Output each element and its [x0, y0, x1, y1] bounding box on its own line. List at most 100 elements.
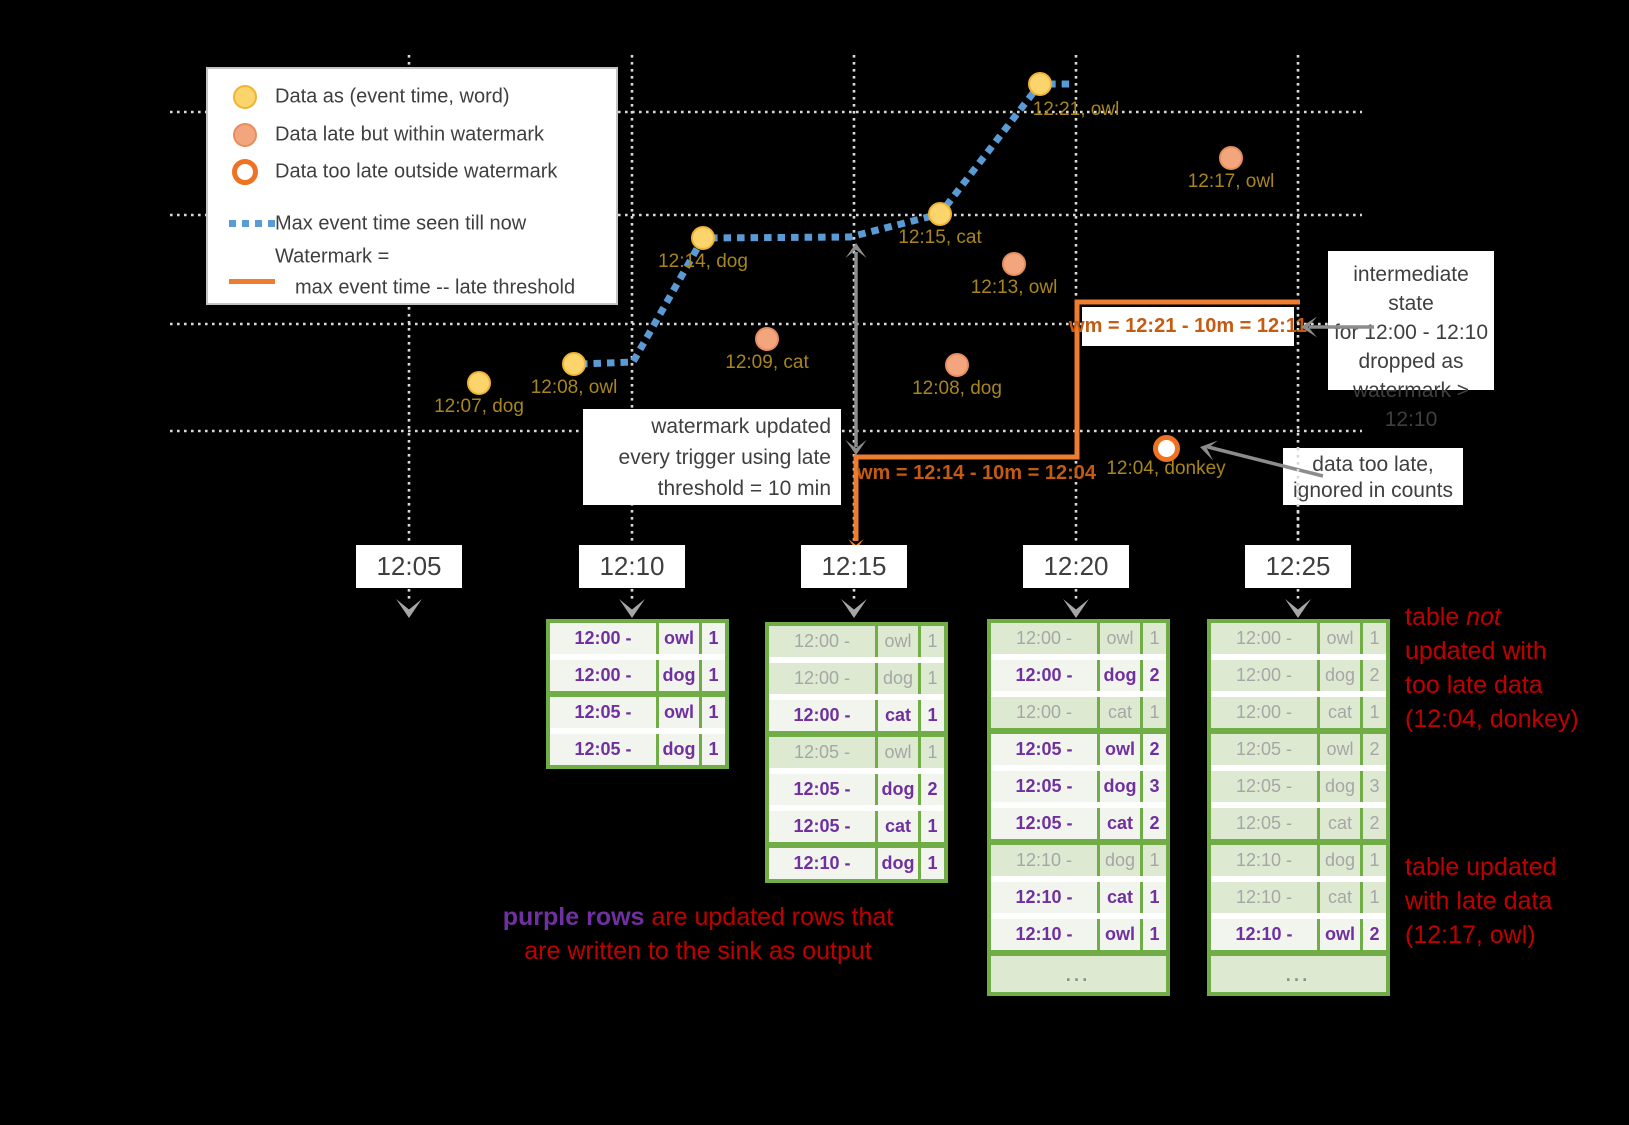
legend-item-label: Data late but within watermark — [275, 123, 545, 146]
row-separator — [769, 657, 944, 663]
word-cell: cat — [1320, 808, 1360, 839]
row-separator — [550, 691, 725, 697]
word-cell: owl — [1320, 919, 1360, 950]
window-cell: 12:00 - 12:10 — [1211, 623, 1317, 654]
table-row: 12:05 - 12:15dog3 — [1211, 771, 1386, 802]
data-point-late — [755, 327, 779, 351]
arrow-down-head — [845, 440, 867, 455]
trigger-arrowhead — [1285, 599, 1311, 618]
count-cell: 1 — [702, 660, 725, 691]
word-cell: cat — [1100, 882, 1140, 913]
table-row: 12:05 - 12:15owl1 — [769, 737, 944, 768]
table-row: 12:05 - 12:15dog3 — [991, 771, 1166, 802]
row-separator — [991, 876, 1166, 882]
window-cell: 12:05 - 12:15 — [991, 808, 1097, 839]
word-cell: owl — [1100, 623, 1140, 654]
row-separator — [1211, 765, 1386, 771]
row-separator — [1211, 728, 1386, 734]
window-cell: 12:05 - 12:15 — [1211, 734, 1317, 765]
data-point-label: 12:07, dog — [434, 396, 524, 417]
word-cell: owl — [1320, 734, 1360, 765]
row-separator — [1211, 654, 1386, 660]
note-purple-rows: purple rows are updated rows that are wr… — [468, 900, 928, 968]
data-point-late — [945, 353, 969, 377]
more-rows-cell: … — [991, 956, 1166, 992]
note-text-italic: not — [1466, 603, 1501, 631]
more-rows-cell: … — [1211, 956, 1386, 992]
note-text: table — [1405, 603, 1467, 631]
trigger-arrowhead — [841, 599, 867, 618]
axis-tick-12-15: 12:15 — [801, 545, 907, 588]
count-cell: 1 — [1363, 845, 1386, 876]
count-cell: 1 — [921, 663, 944, 694]
word-cell: dog — [659, 734, 699, 765]
legend-item-label: Max event time seen till now — [275, 212, 527, 235]
word-cell: dog — [1320, 660, 1360, 691]
data-point-ontime — [562, 352, 586, 376]
count-cell: 1 — [1143, 919, 1166, 950]
word-cell: dog — [878, 848, 918, 879]
window-cell: 12:05 - 12:15 — [1211, 771, 1317, 802]
data-point-ontime — [467, 371, 491, 395]
window-cell: 12:05 - 12:15 — [769, 737, 875, 768]
window-cell: 12:10 - 12:20 — [991, 919, 1097, 950]
legend-item-label2: max event time -- late threshold — [295, 276, 576, 299]
count-cell: 2 — [1143, 660, 1166, 691]
note-text: are updated rows that — [644, 903, 894, 931]
data-point-label: 12:13, owl — [970, 277, 1058, 298]
count-cell: 2 — [1363, 808, 1386, 839]
count-cell: 1 — [921, 700, 944, 731]
row-separator — [991, 839, 1166, 845]
row-separator — [1211, 839, 1386, 845]
window-cell: 12:05 - 12:15 — [991, 771, 1097, 802]
window-cell: 12:10 - 12:20 — [991, 845, 1097, 876]
row-separator — [1211, 802, 1386, 808]
window-cell: 12:10 - 12:20 — [991, 882, 1097, 913]
table-row: 12:00 - 12:10dog1 — [550, 660, 725, 691]
word-cell: cat — [1100, 697, 1140, 728]
word-cell: dog — [878, 774, 918, 805]
row-separator — [991, 728, 1166, 734]
max-event-line-swatch-icon — [229, 220, 275, 227]
row-separator — [991, 950, 1166, 956]
row-separator — [991, 654, 1166, 660]
count-cell: 1 — [921, 848, 944, 879]
word-cell: dog — [878, 663, 918, 694]
window-cell: 12:05 - 12:15 — [769, 774, 875, 805]
data-point-late — [1219, 146, 1243, 170]
trigger-arrowhead — [619, 599, 645, 618]
arrow-up-head — [845, 243, 867, 258]
window-cell: 12:00 - 12:10 — [550, 660, 656, 691]
result-table-12-15: 12:00 - 12:10owl112:00 - 12:10dog112:00 … — [765, 622, 948, 883]
data-point-label: 12:15, cat — [898, 227, 982, 248]
count-cell: 1 — [702, 623, 725, 654]
count-cell: 2 — [1363, 734, 1386, 765]
table-row: 12:10 - 12:20dog1 — [769, 848, 944, 879]
callout-intermediate-state: intermediate state for 12:00 - 12:10 dro… — [1328, 251, 1494, 431]
count-cell: 1 — [1143, 882, 1166, 913]
axis-tick-12-10: 12:10 — [579, 545, 685, 588]
count-cell: 3 — [1363, 771, 1386, 802]
count-cell: 1 — [1143, 697, 1166, 728]
row-separator — [769, 694, 944, 700]
window-cell: 12:00 - 12:10 — [769, 663, 875, 694]
window-cell: 12:05 - 12:15 — [550, 734, 656, 765]
table-row: 12:10 - 12:20dog1 — [1211, 845, 1386, 876]
table-row: 12:05 - 12:15cat1 — [769, 811, 944, 842]
callout-watermark-updated: watermark updated every trigger using la… — [583, 409, 841, 505]
result-table-12-20: 12:00 - 12:10owl112:00 - 12:10dog212:00 … — [987, 619, 1170, 996]
table-row: 12:00 - 12:10cat1 — [769, 700, 944, 731]
count-cell: 2 — [1363, 919, 1386, 950]
table-row: 12:00 - 12:10dog2 — [1211, 660, 1386, 691]
trigger-arrowhead — [396, 599, 422, 618]
table-row: 12:10 - 12:20cat1 — [1211, 882, 1386, 913]
count-cell: 2 — [1143, 734, 1166, 765]
count-cell: 1 — [1143, 845, 1166, 876]
count-cell: 1 — [1363, 697, 1386, 728]
row-separator — [550, 654, 725, 660]
row-separator — [1211, 950, 1386, 956]
table-row: 12:00 - 12:10cat1 — [1211, 697, 1386, 728]
window-cell: 12:10 - 12:20 — [1211, 919, 1317, 950]
count-cell: 2 — [921, 774, 944, 805]
table-row: 12:05 - 12:15dog2 — [769, 774, 944, 805]
